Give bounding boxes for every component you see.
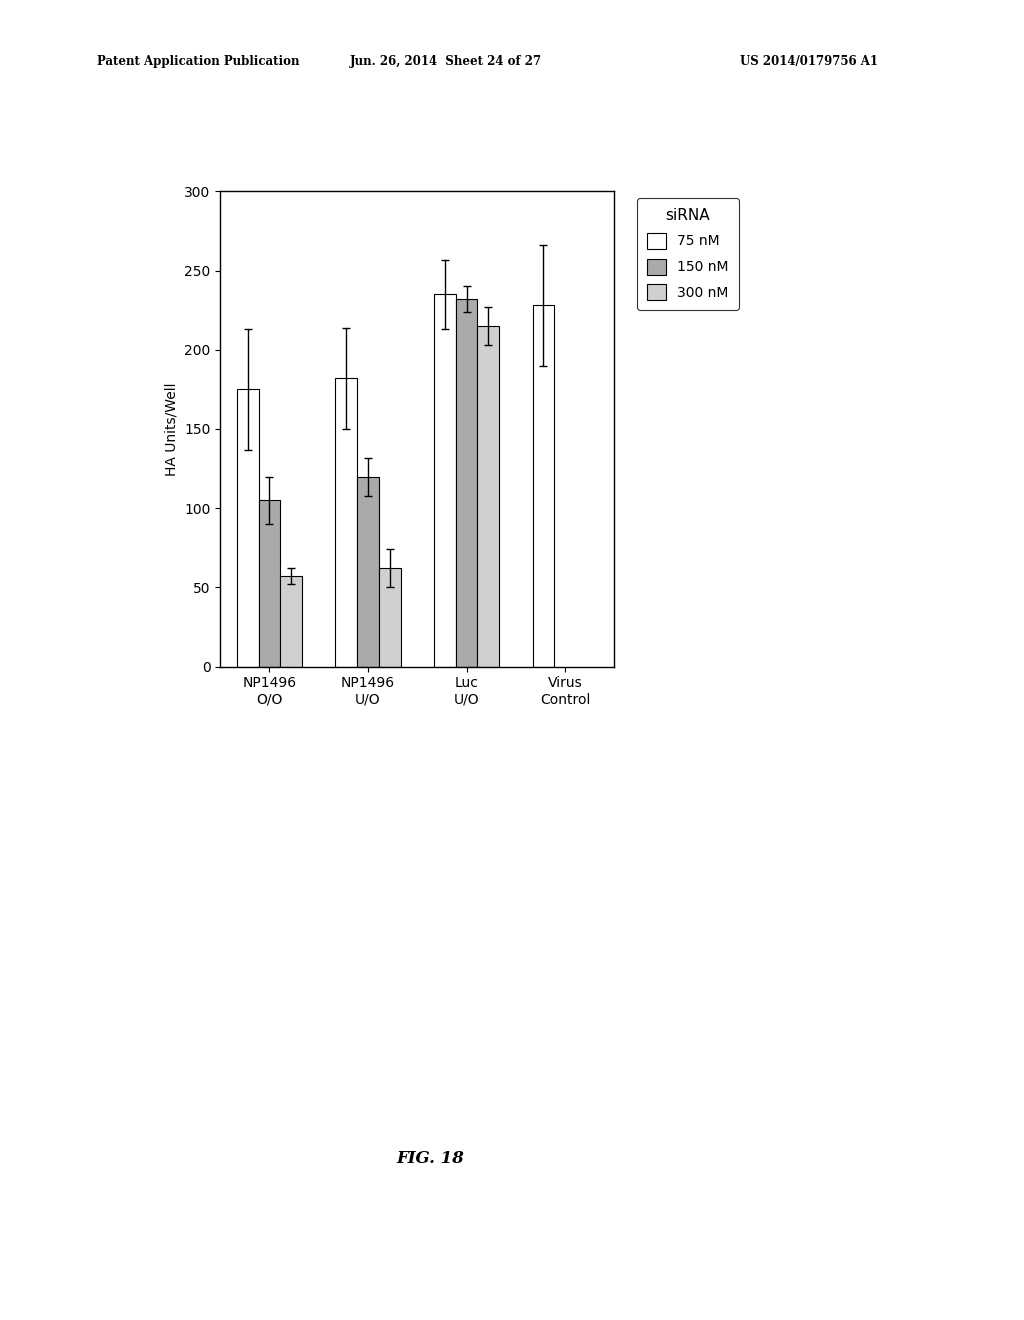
Y-axis label: HA Units/Well: HA Units/Well bbox=[165, 383, 178, 475]
Bar bbox=[336, 379, 357, 667]
Text: US 2014/0179756 A1: US 2014/0179756 A1 bbox=[740, 55, 878, 69]
Bar bbox=[532, 305, 554, 667]
Bar bbox=[379, 569, 400, 667]
Legend: 75 nM, 150 nM, 300 nM: 75 nM, 150 nM, 300 nM bbox=[637, 198, 738, 310]
Bar bbox=[434, 294, 456, 667]
Text: FIG. 18: FIG. 18 bbox=[396, 1151, 464, 1167]
Bar bbox=[237, 389, 259, 667]
Bar bbox=[357, 477, 379, 667]
Bar bbox=[477, 326, 499, 667]
Text: Jun. 26, 2014  Sheet 24 of 27: Jun. 26, 2014 Sheet 24 of 27 bbox=[349, 55, 542, 69]
Bar bbox=[259, 500, 281, 667]
Bar bbox=[456, 300, 477, 667]
Bar bbox=[281, 577, 302, 667]
Text: Patent Application Publication: Patent Application Publication bbox=[97, 55, 300, 69]
